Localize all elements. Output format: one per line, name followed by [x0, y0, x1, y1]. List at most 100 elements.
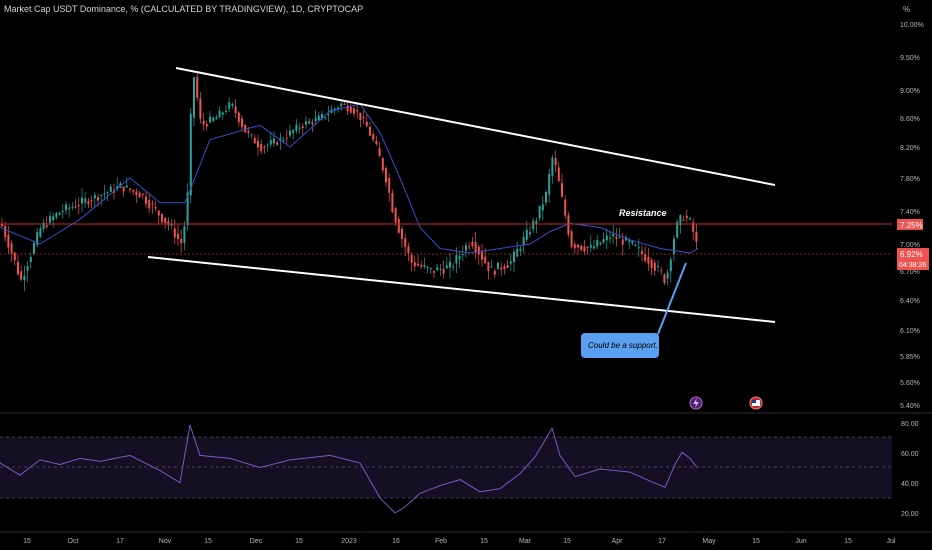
candle: [186, 192, 189, 226]
candle: [388, 178, 391, 193]
candle: [695, 231, 698, 242]
candle: [13, 252, 16, 261]
candle: [455, 254, 458, 264]
candle: [10, 243, 13, 254]
candle: [685, 215, 688, 219]
candle: [205, 123, 208, 127]
last-price-tag-text: 6.92%: [900, 250, 923, 259]
price-tick-label: 7.80%: [900, 176, 920, 183]
candle: [522, 237, 525, 246]
candle: [525, 229, 528, 240]
candle: [314, 117, 317, 122]
candle: [433, 270, 435, 273]
candle: [628, 240, 631, 242]
candle: [391, 193, 394, 213]
price-tick-label: 7.00%: [900, 242, 920, 249]
candle: [477, 246, 480, 255]
candle: [605, 235, 608, 241]
candle: [33, 243, 35, 254]
candle: [461, 254, 464, 256]
candle: [660, 270, 663, 272]
candle: [353, 108, 355, 114]
candle: [625, 237, 627, 241]
candle: [532, 220, 535, 230]
candle: [465, 245, 467, 251]
candle: [263, 146, 266, 148]
candle: [618, 237, 621, 239]
candle: [212, 117, 215, 121]
candle: [7, 234, 10, 248]
candle: [138, 192, 141, 198]
candle: [497, 262, 499, 270]
time-tick-label: Apr: [612, 538, 624, 545]
candle: [1, 223, 3, 227]
candle: [631, 241, 634, 244]
candle: [442, 268, 445, 274]
time-tick-label: 15: [23, 538, 31, 545]
candle: [634, 244, 637, 246]
rsi-line: [0, 424, 698, 514]
candle: [356, 110, 359, 112]
time-tick-label: Oct: [68, 538, 79, 545]
candle: [77, 204, 80, 206]
candle: [164, 217, 167, 224]
lightning-event-icon[interactable]: [689, 396, 703, 410]
candle: [538, 205, 541, 219]
candle: [567, 215, 570, 235]
candle: [49, 216, 51, 223]
candle: [593, 246, 595, 249]
candle: [641, 251, 643, 255]
candle: [570, 231, 573, 247]
price-tick-label: 6.40%: [900, 298, 920, 305]
candle: [141, 193, 144, 196]
candle: [289, 130, 291, 136]
us-flag-event-icon[interactable]: [749, 396, 763, 410]
candle: [439, 268, 442, 270]
candle: [218, 110, 221, 118]
candle: [103, 193, 106, 195]
candle: [541, 204, 544, 211]
resistance-price-tag: [897, 219, 923, 230]
candle: [116, 186, 119, 190]
candle: [295, 124, 298, 131]
candle: [609, 237, 611, 239]
candle: [39, 228, 42, 237]
candle: [58, 212, 61, 215]
candle: [170, 224, 173, 226]
candle: [234, 106, 237, 114]
candle: [327, 114, 330, 116]
candle: [253, 137, 256, 144]
time-axis: 15 Oct 17 Nov 15 Dec 15 2023 16 Feb 15 Mar 15 Apr 17 Ma…: [23, 538, 896, 545]
upper-trendline: [175, 67, 776, 186]
candle: [52, 216, 55, 221]
candle: [589, 244, 592, 248]
candle: [183, 226, 186, 243]
candle: [554, 158, 557, 166]
candle: [157, 210, 160, 216]
candle: [193, 77, 195, 118]
candle: [420, 265, 423, 267]
time-tick-label: 15: [563, 538, 571, 545]
price-tick-label: 8.60%: [900, 116, 920, 123]
callout-pointer: [657, 262, 687, 335]
candle: [17, 261, 19, 275]
candle: [669, 259, 672, 272]
time-tick-label: Nov: [159, 538, 172, 545]
candle: [676, 221, 679, 238]
candle: [692, 222, 695, 232]
candle: [637, 247, 640, 249]
candle: [545, 191, 547, 203]
candle: [74, 206, 77, 208]
candle: [266, 144, 269, 146]
candle: [471, 242, 474, 247]
candle: [490, 266, 493, 268]
candle: [516, 249, 519, 257]
price-tick-label: 10.00%: [900, 22, 924, 29]
candle: [413, 262, 416, 267]
resistance-annotation: Resistance: [619, 208, 667, 218]
candle: [209, 116, 211, 123]
countdown-tag-text: 04:38:26: [899, 262, 926, 269]
candle: [493, 270, 496, 275]
candle: [257, 141, 259, 148]
candle: [65, 204, 67, 211]
